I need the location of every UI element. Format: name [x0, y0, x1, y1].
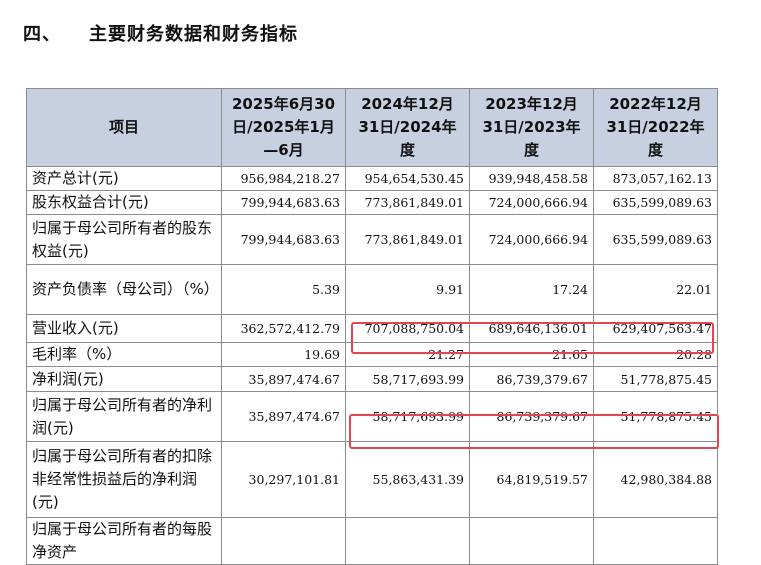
cell-value: 9.91: [345, 264, 470, 315]
financial-indicators-table: 项目 2025年6月30日/2025年1月—6月 2024年12月31日/202…: [26, 88, 718, 565]
cell-value: 51,778,875.45: [593, 391, 718, 442]
cell-value: 64,819,519.57: [469, 441, 594, 518]
cell-value: 799,944,683.63: [221, 190, 346, 215]
cell-value: [469, 517, 594, 565]
cell-value: 724,000,666.94: [469, 190, 594, 215]
row-label-parent-equity: 归属于母公司所有者的股东权益(元): [26, 214, 222, 265]
row-label-revenue: 营业收入(元): [26, 314, 222, 343]
cell-value: 20.28: [593, 342, 718, 367]
cell-value: 42,980,384.88: [593, 441, 718, 518]
cell-value: 21.27: [345, 342, 470, 367]
table-row: 归属于母公司所有者的扣除非经常性损益后的净利润(元) 30,297,101.81…: [26, 441, 718, 518]
cell-value: 939,948,458.58: [469, 166, 594, 191]
row-label-debt-ratio: 资产负债率（母公司）（%）: [26, 264, 222, 315]
cell-value: 17.24: [469, 264, 594, 315]
section-title: 主要财务数据和财务指标: [89, 24, 298, 45]
table-row: 归属于母公司所有者的股东权益(元) 799,944,683.63 773,861…: [26, 214, 718, 265]
cell-value: 22.01: [593, 264, 718, 315]
cell-value: 362,572,412.79: [221, 314, 346, 343]
header-item: 项目: [26, 88, 222, 167]
cell-value: [593, 517, 718, 565]
cell-value: 799,944,683.63: [221, 214, 346, 265]
row-label-net-assets-per-share: 归属于母公司所有者的每股净资产: [26, 517, 222, 565]
table-row: 股东权益合计(元) 799,944,683.63 773,861,849.01 …: [26, 190, 718, 215]
table-row: 净利润(元) 35,897,474.67 58,717,693.99 86,73…: [26, 366, 718, 392]
cell-value: 773,861,849.01: [345, 214, 470, 265]
table-row: 毛利率（%） 19.69 21.27 21.65 20.28: [26, 342, 718, 367]
section-number: 四、: [23, 24, 61, 45]
row-label-parent-net-profit: 归属于母公司所有者的净利润(元): [26, 391, 222, 442]
header-period-2022: 2022年12月31日/2022年度: [593, 88, 718, 167]
cell-value: 689,646,136.01: [469, 314, 594, 343]
row-label-total-equity: 股东权益合计(元): [26, 190, 222, 215]
row-label-total-assets: 资产总计(元): [26, 166, 222, 191]
header-period-2025h1: 2025年6月30日/2025年1月—6月: [221, 88, 346, 167]
cell-value: 35,897,474.67: [221, 366, 346, 392]
cell-value: 58,717,693.99: [345, 366, 470, 392]
cell-value: 86,739,379.67: [469, 366, 594, 392]
table-row: 归属于母公司所有者的净利润(元) 35,897,474.67 58,717,69…: [26, 391, 718, 442]
cell-value: 5.39: [221, 264, 346, 315]
cell-value: 55,863,431.39: [345, 441, 470, 518]
header-period-2023: 2023年12月31日/2023年度: [469, 88, 594, 167]
row-label-net-profit: 净利润(元): [26, 366, 222, 392]
cell-value: 635,599,089.63: [593, 214, 718, 265]
table-row: 归属于母公司所有者的每股净资产: [26, 517, 718, 565]
cell-value: 773,861,849.01: [345, 190, 470, 215]
cell-value: 956,984,218.27: [221, 166, 346, 191]
row-label-gross-margin: 毛利率（%）: [26, 342, 222, 367]
cell-value: 873,057,162.13: [593, 166, 718, 191]
table-row: 资产负债率（母公司）（%） 5.39 9.91 17.24 22.01: [26, 264, 718, 315]
cell-value: 51,778,875.45: [593, 366, 718, 392]
cell-value: 86,739,379.67: [469, 391, 594, 442]
header-period-2024: 2024年12月31日/2024年度: [345, 88, 470, 167]
cell-value: 954,654,530.45: [345, 166, 470, 191]
table-header-row: 项目 2025年6月30日/2025年1月—6月 2024年12月31日/202…: [26, 88, 718, 167]
section-heading: 四、 主要财务数据和财务指标: [23, 20, 298, 46]
table-row: 营业收入(元) 362,572,412.79 707,088,750.04 68…: [26, 314, 718, 343]
cell-value: 707,088,750.04: [345, 314, 470, 343]
cell-value: 21.65: [469, 342, 594, 367]
cell-value: [221, 517, 346, 565]
cell-value: 58,717,693.99: [345, 391, 470, 442]
cell-value: 724,000,666.94: [469, 214, 594, 265]
cell-value: 19.69: [221, 342, 346, 367]
cell-value: 635,599,089.63: [593, 190, 718, 215]
cell-value: [345, 517, 470, 565]
cell-value: 30,297,101.81: [221, 441, 346, 518]
cell-value: 35,897,474.67: [221, 391, 346, 442]
cell-value: 629,407,563.47: [593, 314, 718, 343]
table-row: 资产总计(元) 956,984,218.27 954,654,530.45 93…: [26, 166, 718, 191]
row-label-parent-net-profit-deducted: 归属于母公司所有者的扣除非经常性损益后的净利润(元): [26, 441, 222, 518]
